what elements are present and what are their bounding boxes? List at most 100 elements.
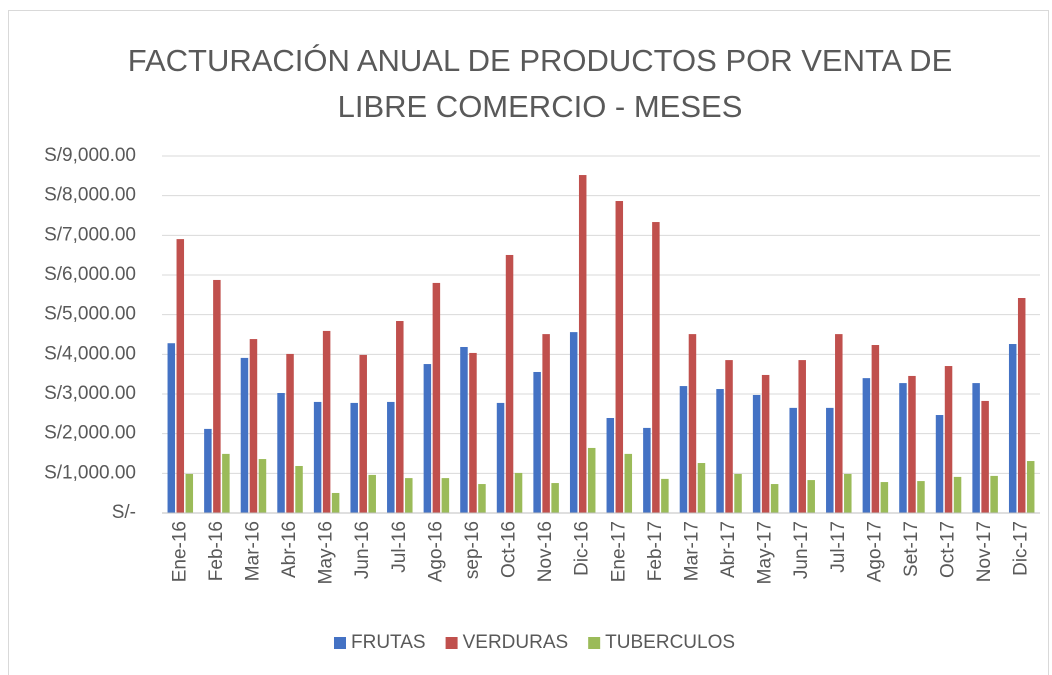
y-tick-label: S/1,000.00 xyxy=(44,462,136,483)
bar xyxy=(880,482,889,513)
bar xyxy=(752,394,761,513)
bar xyxy=(258,459,267,513)
x-tick-label: Nov-17 xyxy=(974,521,995,582)
x-tick-label: Nov-16 xyxy=(535,521,556,582)
legend-label: FRUTAS xyxy=(351,632,426,653)
x-tick-label: Ene-16 xyxy=(169,521,190,582)
bar xyxy=(770,484,779,513)
x-tick-label: sep-16 xyxy=(462,521,483,579)
bar xyxy=(496,402,505,513)
bar xyxy=(716,389,724,513)
x-tick-label: May-16 xyxy=(316,521,337,584)
bar xyxy=(423,364,432,513)
bar xyxy=(990,475,998,513)
bar xyxy=(441,478,450,513)
x-tick-label: Dic-17 xyxy=(1011,521,1032,576)
bar xyxy=(469,352,477,513)
bar xyxy=(725,360,733,513)
y-tick-label: S/8,000.00 xyxy=(44,185,136,206)
bar xyxy=(542,334,550,513)
y-tick-label: S/7,000.00 xyxy=(44,224,136,245)
bar xyxy=(533,371,541,513)
x-tick-label: Feb-17 xyxy=(645,521,666,581)
x-tick-label: May-17 xyxy=(755,521,776,584)
bar xyxy=(185,473,194,513)
bar xyxy=(935,415,944,513)
bar xyxy=(387,401,395,513)
y-tick-label: S/4,000.00 xyxy=(44,343,136,364)
bar xyxy=(505,254,514,514)
bar xyxy=(606,417,615,513)
bar xyxy=(578,175,587,514)
bar xyxy=(953,476,962,513)
y-tick-label: S/9,000.00 xyxy=(44,145,136,166)
bar xyxy=(871,345,880,513)
bar xyxy=(460,346,468,513)
bar xyxy=(322,330,331,513)
bar xyxy=(204,428,212,513)
x-tick-label: Dic-16 xyxy=(572,521,593,576)
x-tick-label: Jul-17 xyxy=(828,521,849,573)
bar xyxy=(908,375,916,513)
x-tick-label: Jun-16 xyxy=(352,521,373,579)
bar xyxy=(844,473,852,513)
bar xyxy=(213,279,221,513)
x-tick-label: Oct-16 xyxy=(499,521,520,578)
bar xyxy=(587,447,596,513)
bar xyxy=(1017,298,1026,513)
legend-label: VERDURAS xyxy=(463,632,569,653)
bar xyxy=(514,472,523,513)
bar xyxy=(807,480,815,513)
bar xyxy=(249,339,258,513)
bar xyxy=(167,343,176,513)
x-tick-label: Ago-16 xyxy=(425,521,446,582)
chart-border xyxy=(8,10,1049,675)
bar xyxy=(331,492,340,513)
bar xyxy=(368,474,376,513)
bar xyxy=(972,383,980,513)
y-tick-label: S/6,000.00 xyxy=(44,264,136,285)
bar xyxy=(551,483,559,513)
bar xyxy=(652,222,660,514)
y-tick-label: S/5,000.00 xyxy=(44,304,136,325)
x-tick-label: Jun-17 xyxy=(791,521,812,579)
bar xyxy=(981,400,989,513)
bar xyxy=(295,465,303,513)
x-tick-label: Oct-17 xyxy=(938,521,959,578)
bar xyxy=(478,484,486,513)
bar xyxy=(286,353,294,513)
bar xyxy=(761,374,770,513)
bar xyxy=(350,402,358,513)
bar xyxy=(277,393,285,513)
legend-swatch xyxy=(588,637,601,649)
bar xyxy=(917,481,925,513)
bar xyxy=(679,386,688,513)
x-tick-label: Abr-16 xyxy=(279,521,300,578)
bar xyxy=(624,453,633,513)
legend-swatch xyxy=(445,637,458,649)
legend-swatch xyxy=(334,637,346,649)
bar xyxy=(826,407,834,513)
bar xyxy=(899,383,907,513)
x-tick-label: Set-17 xyxy=(901,521,922,577)
bar xyxy=(697,463,706,513)
bar xyxy=(798,360,806,513)
x-tick-label: Abr-17 xyxy=(718,521,739,578)
bar xyxy=(835,334,843,513)
x-tick-label: Ago-17 xyxy=(864,521,885,582)
bar xyxy=(789,407,797,513)
bar xyxy=(405,478,413,513)
chart-title: FACTURACIÓN ANUAL DE PRODUCTOS POR VENTA… xyxy=(127,43,953,124)
bar xyxy=(432,282,441,513)
bar xyxy=(661,478,669,513)
legend-label: TUBERCULOS xyxy=(605,632,735,653)
bar xyxy=(643,427,651,513)
bar xyxy=(944,366,953,513)
x-tick-label: Ene-17 xyxy=(608,521,629,582)
bar xyxy=(222,453,230,513)
bar xyxy=(1026,461,1035,513)
bar xyxy=(313,401,322,513)
bar xyxy=(359,354,367,513)
